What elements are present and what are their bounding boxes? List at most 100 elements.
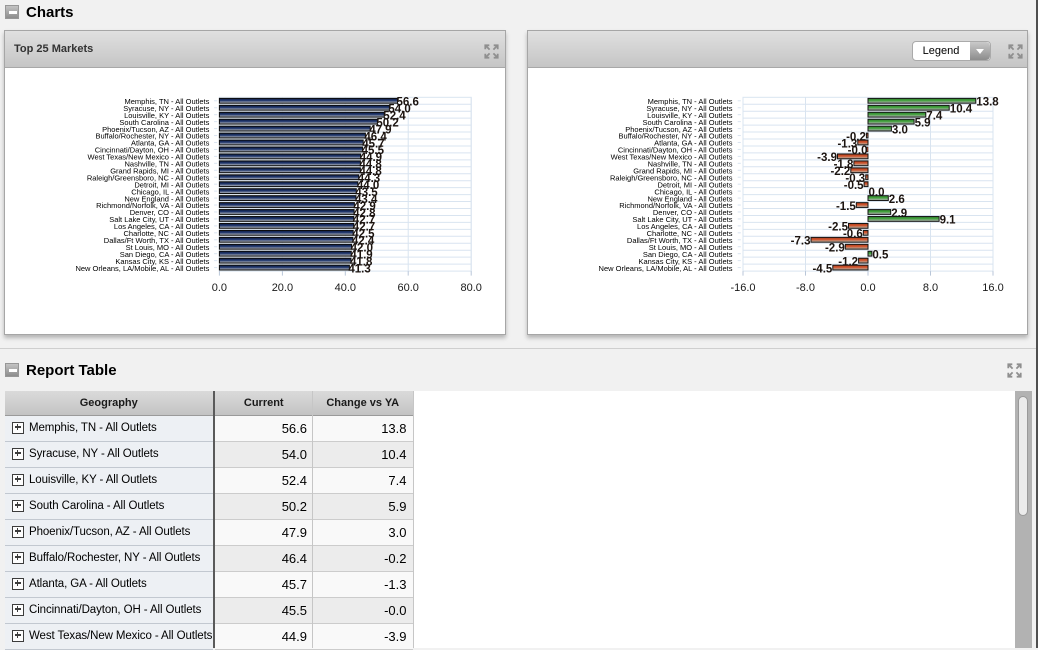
svg-text:Denver, CO - All Outlets: Denver, CO - All Outlets — [653, 208, 733, 217]
svg-text:St Louis, MO - All Outlets: St Louis, MO - All Outlets — [126, 242, 210, 251]
svg-text:Syracuse, NY - All Outlets: Syracuse, NY - All Outlets — [646, 103, 732, 112]
svg-text:42.4: 42.4 — [352, 235, 375, 247]
svg-text:Kansas City, KS - All Outlets: Kansas City, KS - All Outlets — [638, 256, 732, 265]
svg-text:Louisville, KY - All Outlets: Louisville, KY - All Outlets — [124, 110, 210, 119]
svg-text:Syracuse, NY - All Outlets: Syracuse, NY - All Outlets — [123, 103, 209, 112]
svg-text:Buffalo/Rochester, NY - All Ou: Buffalo/Rochester, NY - All Outlets — [619, 131, 733, 140]
svg-text:41.9: 41.9 — [350, 249, 372, 261]
svg-text:-1.3: -1.3 — [837, 138, 857, 150]
svg-text:60.0: 60.0 — [397, 282, 418, 294]
svg-text:0.0: 0.0 — [860, 282, 875, 294]
svg-text:52.4: 52.4 — [383, 110, 406, 122]
svg-text:44.3: 44.3 — [358, 173, 380, 185]
svg-text:7.4: 7.4 — [926, 110, 943, 122]
svg-text:Salt Lake City, UT - All Outle: Salt Lake City, UT - All Outlets — [632, 215, 732, 224]
svg-text:South Carolina - All Outlets: South Carolina - All Outlets — [642, 117, 732, 126]
svg-text:42.9: 42.9 — [353, 200, 375, 212]
svg-text:44.8: 44.8 — [359, 166, 382, 178]
svg-text:Nashville, TN - All Outlets: Nashville, TN - All Outlets — [125, 159, 210, 168]
svg-text:9.1: 9.1 — [940, 214, 957, 226]
svg-text:Salt Lake City, UT - All Outle: Salt Lake City, UT - All Outlets — [109, 215, 209, 224]
svg-text:47.9: 47.9 — [369, 124, 391, 136]
svg-text:Atlanta, GA - All Outlets: Atlanta, GA - All Outlets — [654, 138, 733, 147]
svg-text:-1.5: -1.5 — [836, 200, 856, 212]
svg-text:44.9: 44.9 — [360, 152, 382, 164]
svg-text:Buffalo/Rochester, NY - All Ou: Buffalo/Rochester, NY - All Outlets — [95, 131, 209, 140]
svg-text:Cincinnati/Dayton, OH - All Ou: Cincinnati/Dayton, OH - All Outlets — [618, 145, 733, 154]
svg-text:40.0: 40.0 — [335, 282, 356, 294]
svg-text:Richmond/Norfolk, VA - All Out: Richmond/Norfolk, VA - All Outlets — [619, 201, 732, 210]
svg-text:-1.8: -1.8 — [834, 159, 854, 171]
svg-text:46.4: 46.4 — [364, 131, 387, 143]
svg-text:45.7: 45.7 — [362, 138, 384, 150]
svg-text:43.5: 43.5 — [355, 186, 378, 198]
svg-text:South Carolina - All Outlets: South Carolina - All Outlets — [119, 117, 209, 126]
svg-text:10.4: 10.4 — [950, 103, 973, 115]
svg-text:5.9: 5.9 — [915, 117, 931, 129]
svg-text:New Orleans, LA/Mobile, AL - A: New Orleans, LA/Mobile, AL - All Outlets — [599, 263, 733, 272]
svg-text:Grand Rapids, MI - All Outlets: Grand Rapids, MI - All Outlets — [633, 166, 732, 175]
svg-text:42.5: 42.5 — [352, 228, 375, 240]
svg-text:-3.9: -3.9 — [817, 152, 837, 164]
svg-text:Raleigh/Greensboro, NC - All O: Raleigh/Greensboro, NC - All Outlets — [87, 173, 210, 182]
svg-text:Memphis, TN - All Outlets: Memphis, TN - All Outlets — [125, 96, 210, 105]
svg-text:Memphis, TN - All Outlets: Memphis, TN - All Outlets — [648, 96, 733, 105]
svg-text:-0.5: -0.5 — [844, 179, 864, 191]
svg-text:54.0: 54.0 — [388, 103, 410, 115]
svg-text:20.0: 20.0 — [272, 282, 293, 294]
svg-text:Nashville, TN - All Outlets: Nashville, TN - All Outlets — [648, 159, 733, 168]
svg-text:0.0: 0.0 — [212, 282, 227, 294]
svg-text:50.2: 50.2 — [376, 117, 398, 129]
svg-text:-2.5: -2.5 — [828, 221, 848, 233]
svg-text:-0.3: -0.3 — [845, 173, 865, 185]
svg-text:Grand Rapids, MI - All Outlets: Grand Rapids, MI - All Outlets — [110, 166, 209, 175]
svg-text:42.0: 42.0 — [351, 242, 373, 254]
svg-text:2.6: 2.6 — [889, 193, 905, 205]
svg-text:Denver, CO - All Outlets: Denver, CO - All Outlets — [130, 208, 210, 217]
svg-text:Detroit, MI - All Outlets: Detroit, MI - All Outlets — [134, 180, 209, 189]
svg-text:Detroit, MI - All Outlets: Detroit, MI - All Outlets — [657, 180, 732, 189]
svg-text:San Diego, CA - All Outlets: San Diego, CA - All Outlets — [120, 249, 210, 258]
svg-text:42.7: 42.7 — [353, 221, 375, 233]
svg-text:44.8: 44.8 — [359, 159, 382, 171]
svg-text:3.0: 3.0 — [892, 124, 908, 136]
svg-text:41.3: 41.3 — [348, 263, 370, 275]
svg-text:-2.2: -2.2 — [830, 166, 850, 178]
svg-text:West Texas/New Mexico - All Ou: West Texas/New Mexico - All Outlets — [611, 152, 733, 161]
svg-text:16.0: 16.0 — [982, 282, 1003, 294]
svg-text:Richmond/Norfolk, VA - All Out: Richmond/Norfolk, VA - All Outlets — [96, 201, 209, 210]
svg-text:Phoenix/Tucson, AZ - All Outle: Phoenix/Tucson, AZ - All Outlets — [625, 124, 733, 133]
svg-text:San Diego, CA - All Outlets: San Diego, CA - All Outlets — [643, 249, 733, 258]
svg-text:Kansas City, KS - All Outlets: Kansas City, KS - All Outlets — [115, 256, 209, 265]
svg-text:Charlotte, NC - All Outlets: Charlotte, NC - All Outlets — [647, 229, 733, 238]
svg-text:Dallas/Ft Worth, TX - All Outl: Dallas/Ft Worth, TX - All Outlets — [627, 235, 733, 244]
svg-text:Dallas/Ft Worth, TX - All Outl: Dallas/Ft Worth, TX - All Outlets — [104, 235, 210, 244]
svg-text:42.8: 42.8 — [353, 207, 376, 219]
svg-text:42.7: 42.7 — [353, 214, 375, 226]
svg-text:8.0: 8.0 — [923, 282, 938, 294]
svg-text:80.0: 80.0 — [460, 282, 481, 294]
svg-text:West Texas/New Mexico - All Ou: West Texas/New Mexico - All Outlets — [88, 152, 210, 161]
svg-text:-4.5: -4.5 — [812, 263, 832, 275]
svg-text:Atlanta, GA - All Outlets: Atlanta, GA - All Outlets — [131, 138, 210, 147]
svg-text:St Louis, MO - All Outlets: St Louis, MO - All Outlets — [649, 242, 733, 251]
svg-text:44.0: 44.0 — [357, 179, 379, 191]
svg-text:56.6: 56.6 — [397, 96, 419, 108]
svg-text:Cincinnati/Dayton, OH - All Ou: Cincinnati/Dayton, OH - All Outlets — [95, 145, 210, 154]
svg-text:43.4: 43.4 — [355, 193, 378, 205]
svg-text:Charlotte, NC - All Outlets: Charlotte, NC - All Outlets — [124, 229, 210, 238]
svg-text:0.5: 0.5 — [872, 249, 889, 261]
svg-text:New England - All Outlets: New England - All Outlets — [124, 194, 209, 203]
svg-text:Chicago, IL - All Outlets: Chicago, IL - All Outlets — [654, 187, 732, 196]
svg-text:Los Angeles, CA - All Outlets: Los Angeles, CA - All Outlets — [114, 222, 210, 231]
svg-text:Raleigh/Greensboro, NC - All O: Raleigh/Greensboro, NC - All Outlets — [610, 173, 733, 182]
svg-text:-16.0: -16.0 — [730, 282, 755, 294]
svg-text:45.5: 45.5 — [362, 145, 385, 157]
svg-text:New England - All Outlets: New England - All Outlets — [647, 194, 732, 203]
svg-text:Phoenix/Tucson, AZ - All Outle: Phoenix/Tucson, AZ - All Outlets — [102, 124, 210, 133]
svg-text:-7.3: -7.3 — [791, 235, 811, 247]
svg-text:-2.9: -2.9 — [825, 242, 845, 254]
svg-text:Los Angeles, CA - All Outlets: Los Angeles, CA - All Outlets — [637, 222, 733, 231]
svg-text:New Orleans, LA/Mobile, AL - A: New Orleans, LA/Mobile, AL - All Outlets — [75, 263, 209, 272]
svg-text:-8.0: -8.0 — [796, 282, 815, 294]
